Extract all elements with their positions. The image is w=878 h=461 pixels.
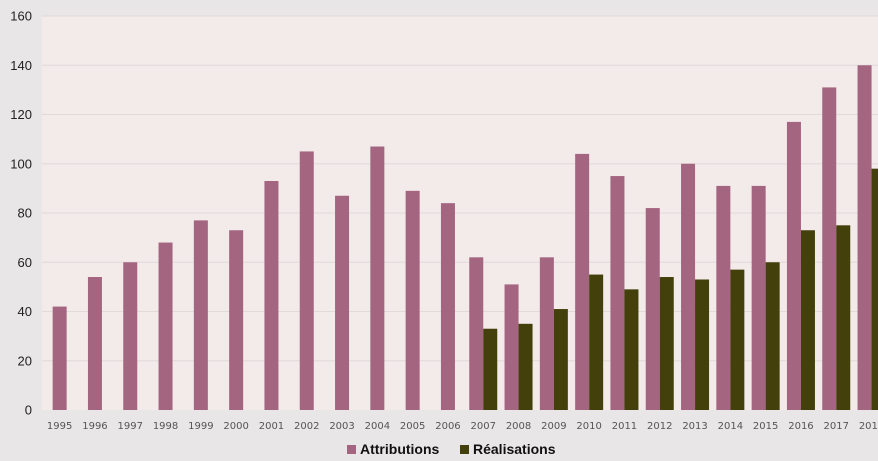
bar-realisations-2017 xyxy=(836,225,851,410)
x-tick-label: 2015 xyxy=(753,421,778,432)
bar-attributions-1997 xyxy=(123,262,138,410)
bar-attributions-2005 xyxy=(405,190,420,410)
y-tick-label: 120 xyxy=(10,107,32,122)
x-tick-label: 2004 xyxy=(365,421,390,432)
bar-realisations-2009 xyxy=(553,309,568,410)
x-tick-label: 2011 xyxy=(612,421,637,432)
bar-realisations-2013 xyxy=(695,279,710,410)
x-tick-label: 2005 xyxy=(400,421,425,432)
x-tick-label: 1998 xyxy=(153,421,178,432)
bar-realisations-2018 xyxy=(871,168,878,410)
bar-attributions-2011 xyxy=(610,176,625,410)
bar-attributions-2014 xyxy=(716,185,731,410)
bar-attributions-2002 xyxy=(299,151,314,410)
bar-attributions-2008 xyxy=(504,284,519,410)
x-tick-label: 1997 xyxy=(118,421,143,432)
legend: Attributions Réalisations xyxy=(347,441,556,457)
bar-attributions-2015 xyxy=(751,185,766,410)
bar-realisations-2016 xyxy=(800,230,815,410)
x-tick-label: 2006 xyxy=(435,421,460,432)
y-axis-ticks: 0 20 40 60 80 100 120 140 160 xyxy=(10,9,32,418)
x-tick-label: 2001 xyxy=(259,421,284,432)
y-tick-label: 0 xyxy=(25,403,32,418)
bars xyxy=(52,65,878,410)
legend-swatch xyxy=(460,445,469,454)
legend-label: Attributions xyxy=(360,441,440,457)
bar-attributions-2001 xyxy=(264,180,279,410)
y-tick-label: 160 xyxy=(10,9,32,24)
legend-swatch xyxy=(347,445,356,454)
bar-attributions-2013 xyxy=(681,163,696,410)
x-tick-label: 2013 xyxy=(682,421,707,432)
y-tick-label: 20 xyxy=(18,353,32,368)
legend-label: Réalisations xyxy=(473,441,556,457)
bar-realisations-2010 xyxy=(589,274,604,410)
bar-realisations-2015 xyxy=(765,262,780,410)
x-tick-label: 1996 xyxy=(82,421,107,432)
x-tick-label: 2007 xyxy=(471,421,496,432)
x-tick-label: 2016 xyxy=(788,421,813,432)
x-tick-label: 1995 xyxy=(47,421,72,432)
x-tick-label: 2014 xyxy=(718,421,743,432)
x-tick-label: 2002 xyxy=(294,421,319,432)
gridlines xyxy=(42,15,878,362)
x-tick-label: 2000 xyxy=(223,421,248,432)
bar-attributions-2010 xyxy=(575,153,590,410)
bar-attributions-2009 xyxy=(539,257,554,410)
x-tick-label: 2017 xyxy=(824,421,849,432)
bar-realisations-2007 xyxy=(483,328,498,410)
y-tick-label: 40 xyxy=(18,304,32,319)
x-tick-label: 2010 xyxy=(576,421,601,432)
bar-attributions-1996 xyxy=(87,277,102,410)
x-tick-label: 2008 xyxy=(506,421,531,432)
bar-attributions-2003 xyxy=(335,195,350,410)
x-tick-label: 1999 xyxy=(188,421,213,432)
y-tick-label: 140 xyxy=(10,58,32,73)
bar-attributions-2004 xyxy=(370,146,385,410)
x-tick-label: 2009 xyxy=(541,421,566,432)
bar-realisations-2012 xyxy=(659,277,674,410)
x-tick-label: 2018 xyxy=(859,421,878,432)
bar-realisations-2014 xyxy=(730,269,745,410)
bar-attributions-2012 xyxy=(645,208,660,410)
bar-attributions-2006 xyxy=(440,203,455,410)
y-tick-label: 60 xyxy=(18,255,32,270)
x-axis-ticks: 1995 1996 1997 1998 1999 2000 2001 2002 2003 2004… xyxy=(47,421,878,432)
bar-attributions-2007 xyxy=(469,257,484,410)
bar-realisations-2008 xyxy=(518,323,533,410)
bar-attributions-2000 xyxy=(229,230,244,410)
x-tick-label: 2012 xyxy=(647,421,672,432)
bar-attributions-1999 xyxy=(193,220,208,410)
bar-attributions-2016 xyxy=(786,121,801,410)
bar-attributions-2018 xyxy=(857,65,872,410)
x-tick-label: 2003 xyxy=(329,421,354,432)
bar-attributions-2017 xyxy=(822,87,837,410)
y-tick-label: 80 xyxy=(18,206,32,221)
bar-attributions-1998 xyxy=(158,242,173,410)
bar-realisations-2011 xyxy=(624,289,639,410)
bar-attributions-1995 xyxy=(52,306,67,410)
y-tick-label: 100 xyxy=(10,156,32,171)
